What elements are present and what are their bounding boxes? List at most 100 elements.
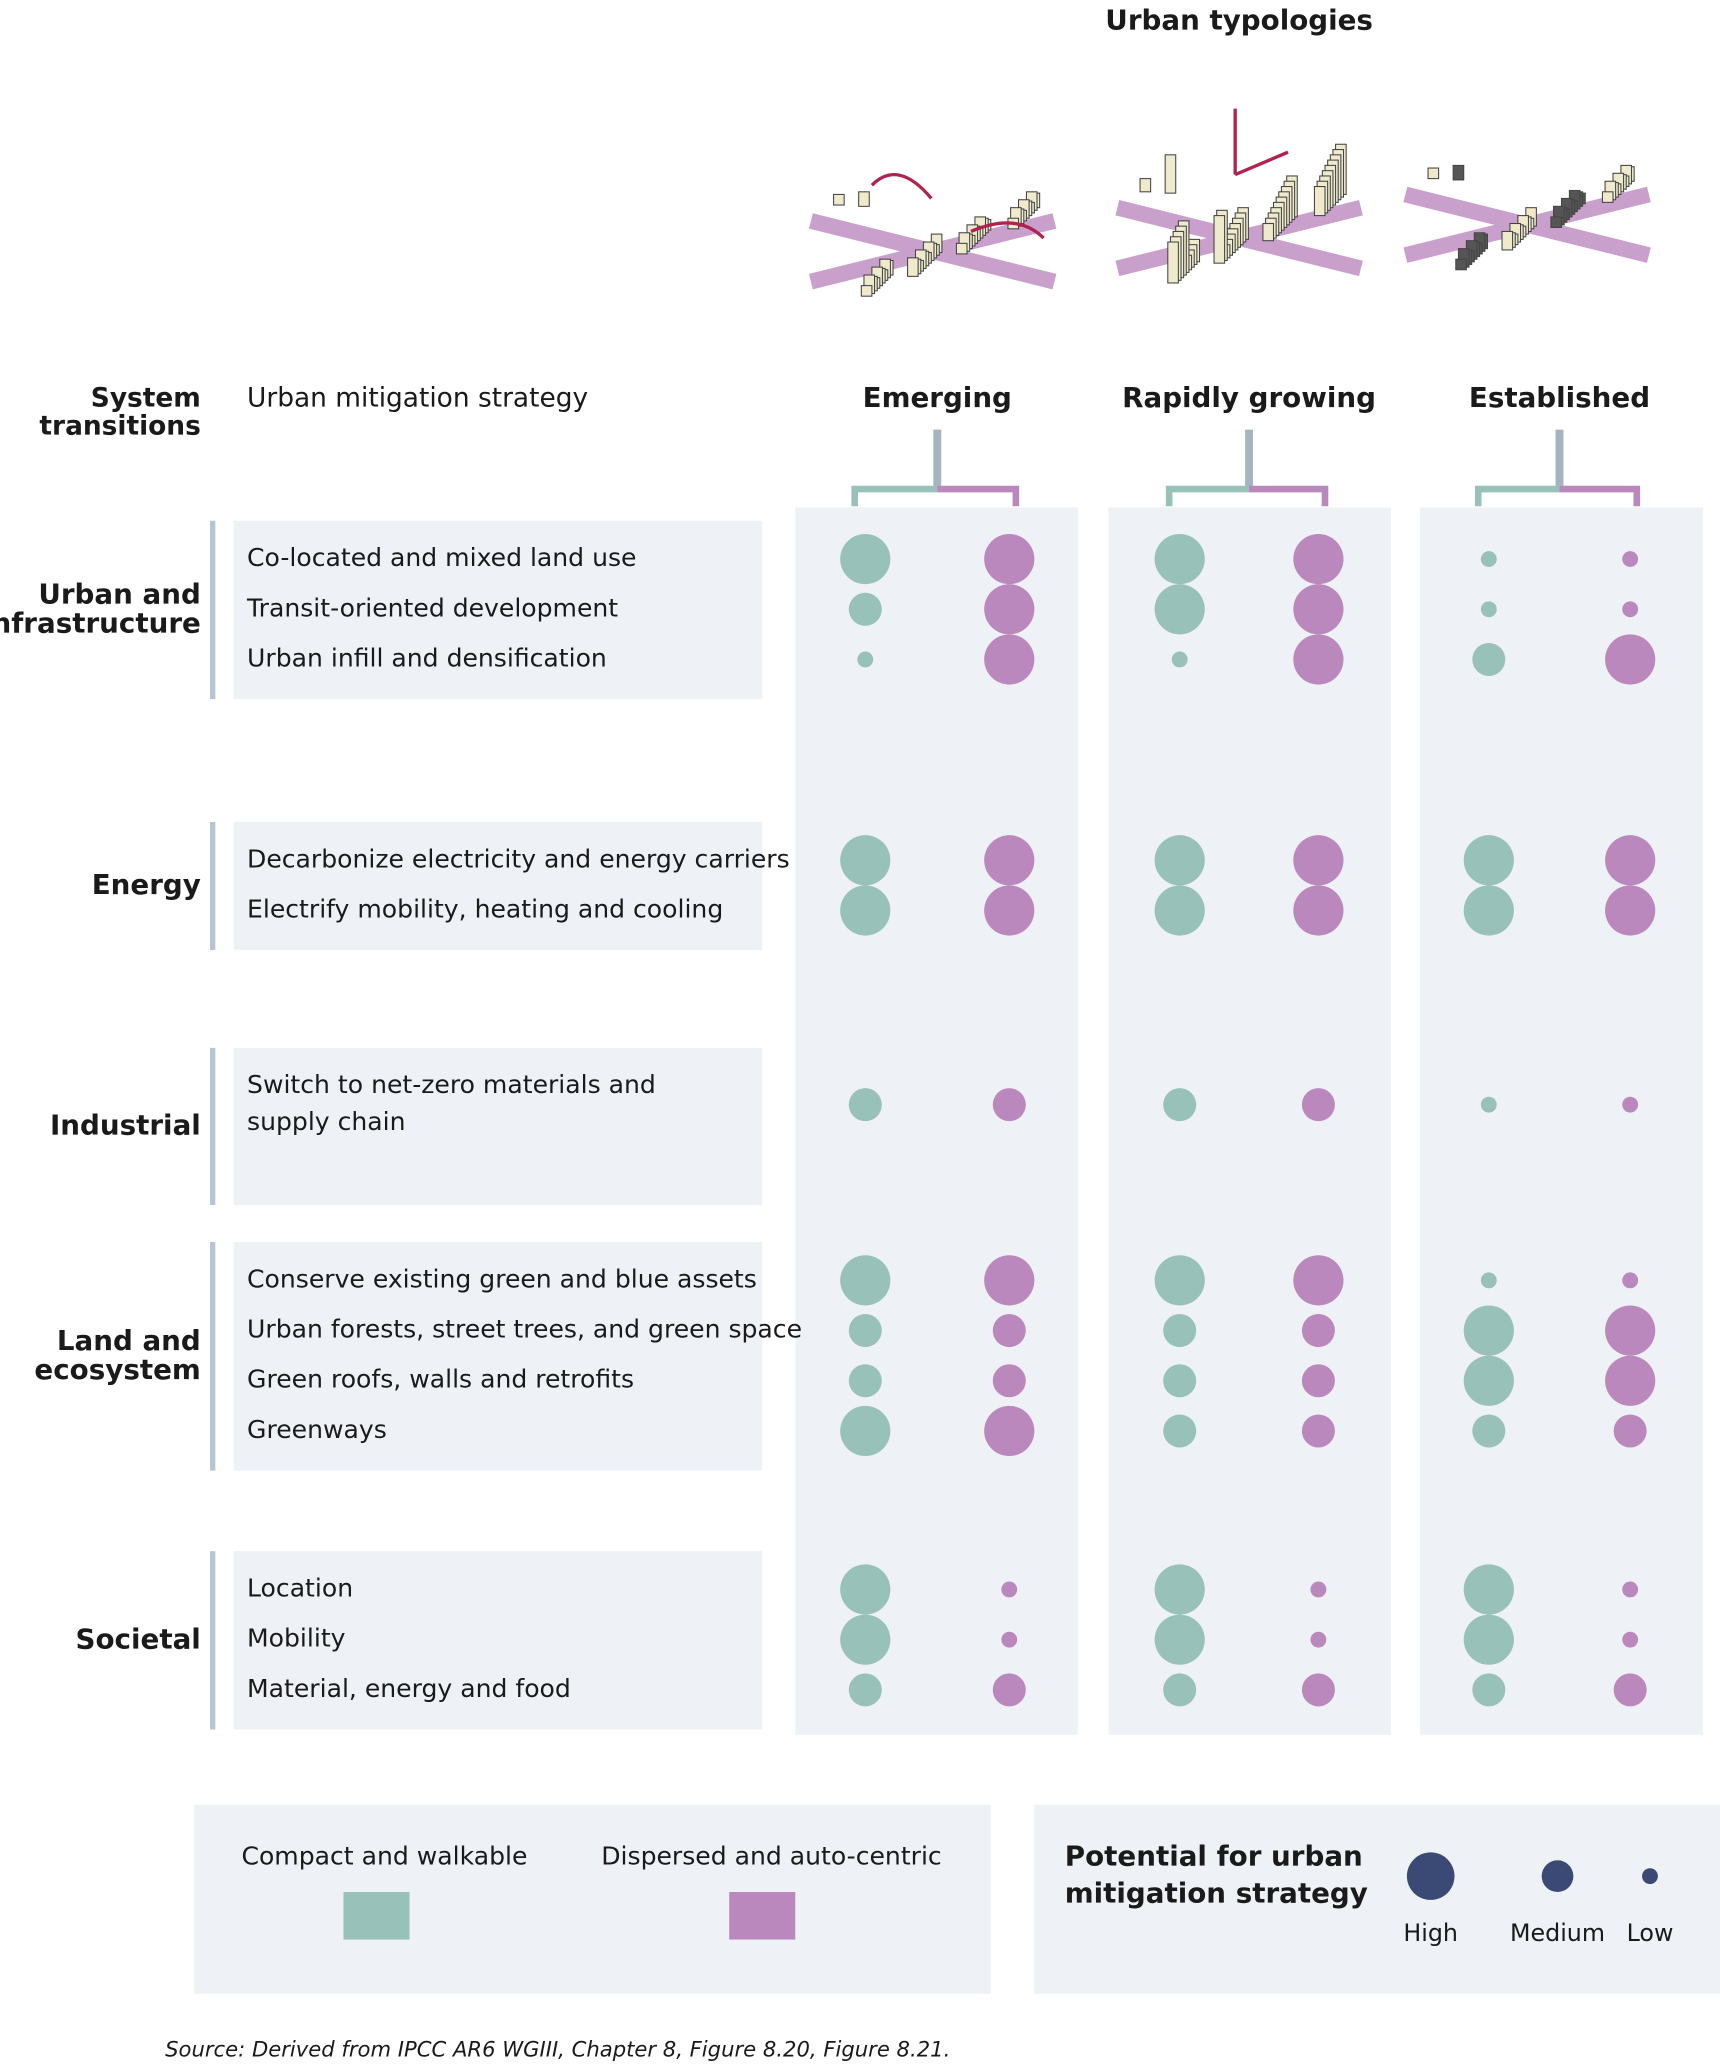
rating-dot	[1293, 1255, 1344, 1306]
building	[1213, 215, 1226, 264]
group-label: Industrial	[50, 1108, 201, 1141]
rating-dot	[840, 835, 891, 886]
legend-level: High	[1403, 1919, 1458, 1947]
strategy-box	[233, 1242, 763, 1471]
rating-dot	[1472, 642, 1506, 676]
rating-dot	[1605, 1305, 1656, 1356]
rating-dot	[992, 1364, 1026, 1398]
system-header: transitions	[39, 410, 200, 441]
rating-dot	[1293, 634, 1344, 685]
rating-dot	[1622, 1581, 1639, 1598]
strategy-header: Urban mitigation strategy	[247, 383, 588, 414]
bracket	[1474, 485, 1560, 507]
rating-dot	[984, 584, 1035, 635]
building	[1167, 241, 1179, 284]
typology-label: Rapidly growing	[1122, 381, 1376, 414]
rating-dot	[1154, 584, 1205, 635]
rating-dot	[1605, 885, 1656, 936]
rating-dot	[1001, 1581, 1018, 1598]
rating-dot	[1463, 1305, 1514, 1356]
typology-panel	[1108, 507, 1392, 1735]
legend-label: Dispersed and auto-centric	[601, 1842, 942, 1871]
rating-dot	[1310, 1581, 1327, 1598]
strategy-label: Location	[247, 1573, 353, 1602]
rating-dot	[984, 1255, 1035, 1306]
bracket	[937, 485, 1020, 507]
rating-dot	[848, 1088, 882, 1122]
strategy-label: Conserve existing green and blue assets	[247, 1264, 757, 1293]
rating-dot	[1463, 835, 1514, 886]
rating-dot	[984, 634, 1035, 685]
rating-dot	[1622, 1272, 1639, 1289]
bracket	[1165, 485, 1250, 507]
rating-dot	[848, 592, 882, 626]
rating-dot	[1622, 551, 1639, 567]
group-bar	[210, 1242, 216, 1471]
group-label: ecosystem	[34, 1353, 200, 1386]
legend-level: Low	[1627, 1919, 1674, 1947]
building	[1139, 178, 1152, 193]
rating-dot	[992, 1673, 1026, 1707]
rating-dot	[848, 1673, 882, 1707]
rating-dot	[1163, 1314, 1197, 1348]
strategy-label: Decarbonize electricity and energy carri…	[247, 844, 790, 873]
strategy-label: Switch to net-zero materials and	[247, 1070, 656, 1099]
rating-dot	[1463, 1355, 1514, 1406]
legend-swatch	[343, 1892, 410, 1940]
rating-dot	[1480, 1272, 1497, 1289]
system-header: System	[91, 383, 201, 414]
rating-dot	[840, 1255, 891, 1306]
strategy-label: Transit-oriented development	[246, 593, 618, 622]
rating-dot	[1622, 601, 1639, 618]
rating-dot	[1310, 1631, 1327, 1648]
strategy-box	[233, 1551, 763, 1730]
rating-dot	[1605, 1355, 1656, 1406]
typology-illustration	[808, 191, 1057, 297]
arrow	[870, 173, 1045, 240]
rating-dot	[1622, 1096, 1639, 1113]
building	[1164, 154, 1177, 194]
typology-illustration	[1115, 143, 1363, 284]
building	[1455, 258, 1467, 271]
rating-dot	[1154, 885, 1205, 936]
building	[1262, 222, 1275, 242]
legend-title: mitigation strategy	[1065, 1877, 1368, 1910]
rating-dot	[1622, 1631, 1639, 1648]
rating-dot	[1293, 885, 1344, 936]
rating-dot	[984, 1405, 1035, 1457]
rating-dot	[1154, 1564, 1205, 1615]
rating-dot	[1001, 1631, 1018, 1648]
rating-dot	[1154, 533, 1205, 585]
rating-dot	[840, 1564, 891, 1615]
rating-dot	[1301, 1314, 1335, 1348]
rating-dot	[840, 1614, 891, 1665]
typology-label: Emerging	[863, 381, 1012, 414]
rating-dot	[848, 1364, 882, 1398]
legend-swatch	[729, 1892, 796, 1940]
legend-dot	[1406, 1852, 1455, 1900]
rating-dot	[1293, 584, 1344, 635]
building	[833, 193, 845, 206]
bracket	[1559, 485, 1641, 507]
building	[1452, 164, 1465, 181]
strategy-label: Mobility	[247, 1624, 346, 1653]
rating-dot	[840, 1405, 891, 1457]
rating-dot	[1301, 1088, 1335, 1122]
group-label: Urban and	[38, 577, 200, 610]
rating-dot	[1293, 533, 1344, 585]
building	[1501, 230, 1514, 251]
legend-dot	[1642, 1868, 1658, 1885]
bracket	[1249, 485, 1329, 507]
rating-dot	[1463, 1564, 1514, 1615]
strategy-label: Greenways	[247, 1415, 387, 1444]
legend-box	[1034, 1804, 1720, 1994]
legend-box	[194, 1804, 991, 1994]
rating-dot	[1605, 835, 1656, 886]
strategy-label: Urban infill and densification	[247, 643, 607, 672]
strategy-label: Material, energy and food	[247, 1674, 571, 1703]
rating-dot	[1480, 551, 1497, 567]
building	[1427, 167, 1440, 180]
rating-dot	[992, 1314, 1026, 1348]
rating-dot	[1163, 1414, 1197, 1448]
